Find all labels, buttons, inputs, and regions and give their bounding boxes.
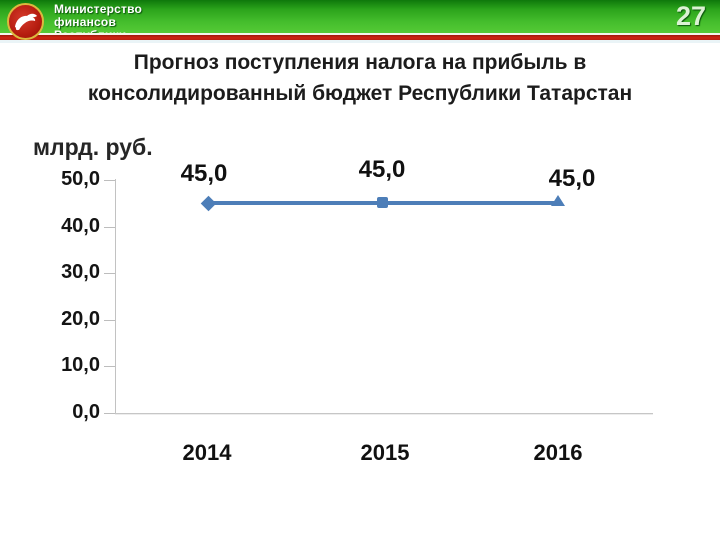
ministry-name: Министерство финансов Республики (54, 2, 143, 34)
y-tick-label: 30,0 (61, 261, 100, 283)
data-point-label: 45,0 (180, 160, 228, 187)
data-point-label: 45,0 (358, 156, 406, 183)
ministry-line-2: финансов (54, 15, 117, 29)
tatarstan-coat-of-arms-icon (7, 3, 44, 40)
y-tick-label: 40,0 (61, 215, 100, 237)
x-tick-label-2016: 2016 (533, 440, 583, 465)
x-tick-label-2015: 2015 (360, 440, 410, 465)
y-tick-mark (104, 227, 115, 228)
y-tick-label: 0,0 (72, 401, 100, 423)
ministry-line-1: Министерство (54, 2, 143, 16)
y-tick-label: 50,0 (61, 168, 100, 190)
header-pale-stripe (0, 40, 720, 43)
header-green-band: Министерство финансов Республики 27 (0, 0, 720, 33)
x-tick-label-2014: 2014 (182, 440, 232, 465)
slide-title: Прогноз поступления налога на прибыль в … (20, 47, 700, 109)
y-tick-label: 10,0 (61, 354, 100, 376)
slide-page-number: 27 (675, 1, 706, 31)
header-white-stripe (0, 33, 720, 35)
y-tick-mark (104, 366, 115, 367)
y-tick-label: 20,0 (61, 308, 100, 330)
data-point-marker-2015 (377, 197, 388, 208)
data-point-marker-2016 (551, 195, 565, 206)
data-point-marker-2014 (200, 195, 217, 212)
header-red-stripe (0, 35, 720, 40)
y-tick-mark (104, 273, 115, 274)
y-axis-unit-label: млрд. руб. (33, 134, 153, 160)
y-tick-mark (104, 320, 115, 321)
slide-title-line-2: консолидированный бюджет Республики Тата… (87, 82, 633, 105)
y-tick-mark (104, 413, 115, 414)
x-axis-line (115, 413, 653, 415)
y-tick-mark (104, 180, 115, 181)
ministry-line-3: Республики (54, 29, 142, 34)
winged-leopard-glyph (15, 13, 37, 31)
y-axis-line (115, 179, 116, 415)
data-point-label: 45,0 (548, 165, 596, 192)
slide-title-line-1: Прогноз поступления налога на прибыль в (133, 51, 587, 74)
